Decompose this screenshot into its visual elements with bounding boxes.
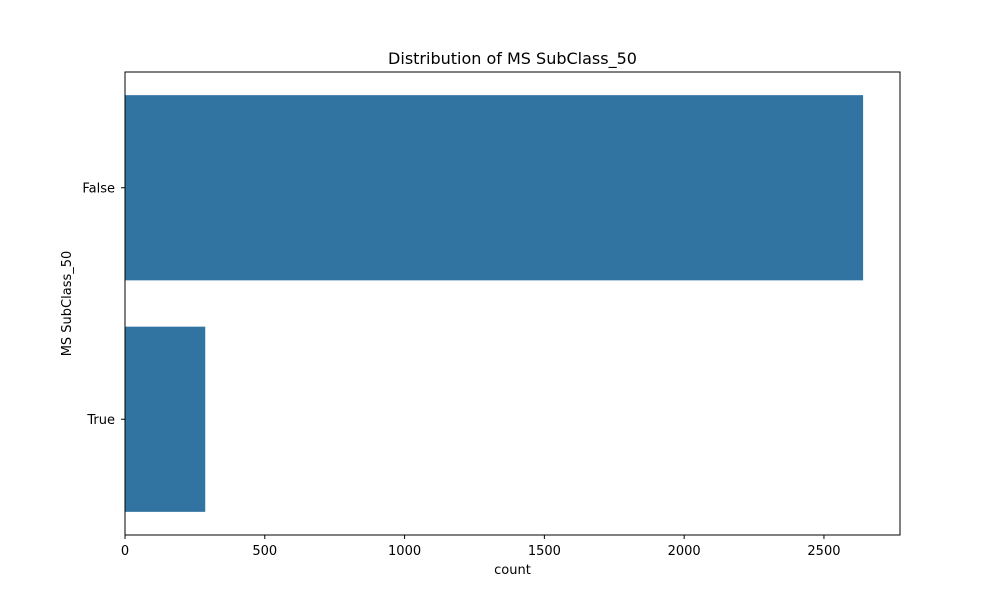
x-tick-label-1000: 1000: [388, 544, 421, 559]
x-tick-label-500: 500: [252, 544, 277, 559]
y-tick-label-false: False: [82, 181, 115, 196]
x-axis-label: count: [494, 563, 531, 578]
bars: [125, 95, 864, 512]
x-tick-label-1500: 1500: [528, 544, 561, 559]
plot-frame: [124, 71, 901, 536]
x-tick-label-2500: 2500: [807, 544, 840, 559]
bar-true: [125, 326, 206, 512]
x-tick-label-0: 0: [121, 544, 129, 559]
bar-false: [125, 95, 864, 281]
x-axis-ticks: 0 500 1000 1500 2000 2500: [121, 535, 841, 559]
y-tick-label-true: True: [86, 413, 115, 428]
y-axis-label: MS SubClass_50: [60, 251, 75, 357]
chart-title: Distribution of MS SubClass_50: [388, 49, 637, 69]
y-axis-ticks: False True: [82, 181, 125, 428]
x-tick-label-2000: 2000: [668, 544, 701, 559]
